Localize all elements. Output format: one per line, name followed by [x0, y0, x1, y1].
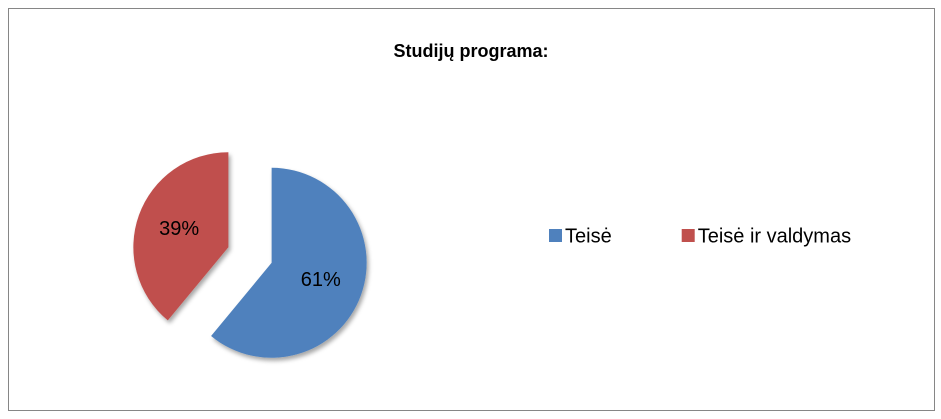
legend-swatch [549, 229, 562, 242]
pie-slice [211, 167, 367, 358]
chart-title: Studijų programa: [393, 41, 548, 61]
pie-slice [133, 152, 229, 321]
legend-label: Teisė [565, 225, 612, 247]
legend-swatch [681, 229, 695, 242]
legend-label: Teisė ir valdymas [698, 225, 851, 247]
data-label: 61% [301, 269, 341, 291]
data-label: 39% [159, 218, 199, 240]
